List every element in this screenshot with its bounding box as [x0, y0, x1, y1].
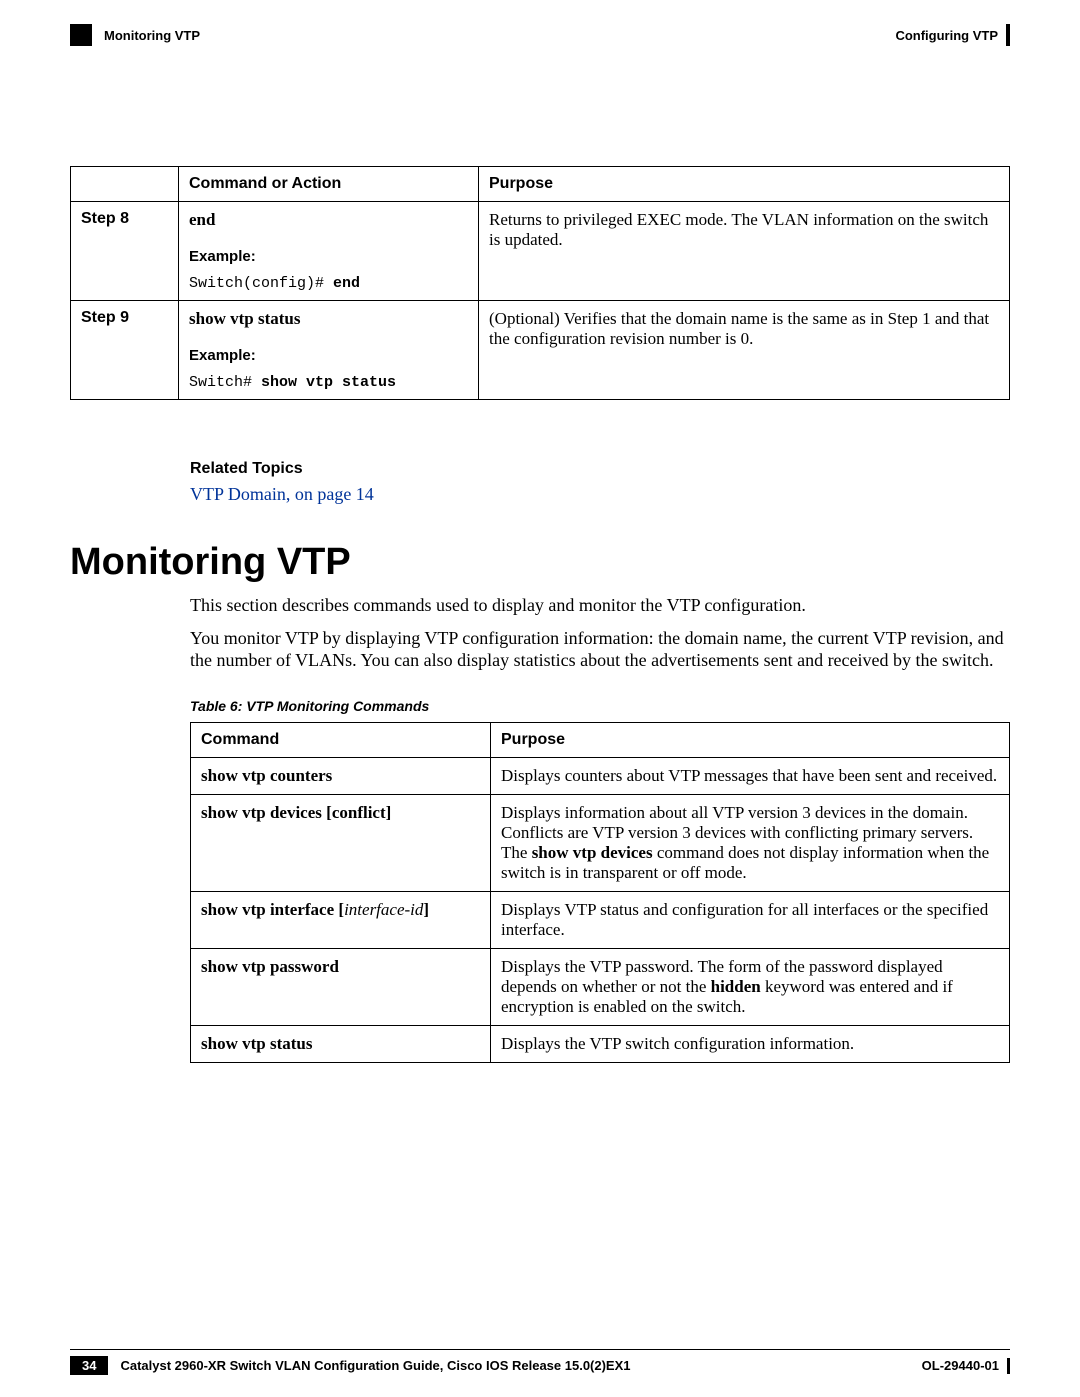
- section-body: This section describes commands used to …: [190, 594, 1010, 672]
- footer-bar-icon: [1007, 1358, 1010, 1374]
- purpose-cell: Displays counters about VTP messages tha…: [491, 757, 1010, 794]
- steps-table: Command or Action Purpose Step 8endExamp…: [70, 166, 1010, 400]
- steps-col-command: Command or Action: [179, 167, 479, 202]
- related-topics: Related Topics VTP Domain, on page 14: [190, 460, 1010, 505]
- header-bar-icon: [1006, 24, 1010, 46]
- table-row: show vtp statusDisplays the VTP switch c…: [191, 1025, 1010, 1062]
- steps-col-step: [71, 167, 179, 202]
- purpose-cell: Returns to privileged EXEC mode. The VLA…: [479, 202, 1010, 301]
- section-heading: Monitoring VTP: [70, 541, 1010, 584]
- command-cell: endExample:Switch(config)# end: [179, 202, 479, 301]
- related-topics-heading: Related Topics: [190, 460, 1010, 478]
- table-row: Step 8endExample:Switch(config)# endRetu…: [71, 202, 1010, 301]
- table-row: show vtp interface [interface-id]Display…: [191, 891, 1010, 948]
- header-marker-icon: [70, 24, 92, 46]
- purpose-cell: Displays VTP status and configuration fo…: [491, 891, 1010, 948]
- purpose-cell: (Optional) Verifies that the domain name…: [479, 301, 1010, 400]
- command-cell: show vtp status: [191, 1025, 491, 1062]
- related-topic-link[interactable]: VTP Domain, on page 14: [190, 484, 374, 505]
- step-cell: Step 8: [71, 202, 179, 301]
- command-cell: show vtp counters: [191, 757, 491, 794]
- page-number: 34: [70, 1356, 108, 1375]
- footer-guide-title: Catalyst 2960-XR Switch VLAN Configurati…: [120, 1358, 630, 1373]
- table-row: Step 9show vtp statusExample:Switch# sho…: [71, 301, 1010, 400]
- page-header: Monitoring VTP Configuring VTP: [70, 24, 1010, 46]
- command-cell: show vtp password: [191, 948, 491, 1025]
- monitor-col-command: Command: [191, 722, 491, 757]
- monitor-col-purpose: Purpose: [491, 722, 1010, 757]
- page-footer: 34 Catalyst 2960-XR Switch VLAN Configur…: [70, 1349, 1010, 1375]
- monitor-table: Command Purpose show vtp countersDisplay…: [190, 722, 1010, 1063]
- desc-paragraph: You monitor VTP by displaying VTP config…: [190, 627, 1010, 672]
- step-cell: Step 9: [71, 301, 179, 400]
- intro-paragraph: This section describes commands used to …: [190, 594, 1010, 617]
- command-cell: show vtp interface [interface-id]: [191, 891, 491, 948]
- command-cell: show vtp statusExample:Switch# show vtp …: [179, 301, 479, 400]
- steps-col-purpose: Purpose: [479, 167, 1010, 202]
- table-row: show vtp passwordDisplays the VTP passwo…: [191, 948, 1010, 1025]
- table-row: show vtp devices [conflict]Displays info…: [191, 794, 1010, 891]
- purpose-cell: Displays the VTP password. The form of t…: [491, 948, 1010, 1025]
- header-left-label: Monitoring VTP: [104, 28, 200, 43]
- purpose-cell: Displays information about all VTP versi…: [491, 794, 1010, 891]
- purpose-cell: Displays the VTP switch configuration in…: [491, 1025, 1010, 1062]
- monitor-table-caption: Table 6: VTP Monitoring Commands: [190, 698, 1010, 714]
- command-cell: show vtp devices [conflict]: [191, 794, 491, 891]
- header-right-label: Configuring VTP: [895, 28, 998, 43]
- table-row: show vtp countersDisplays counters about…: [191, 757, 1010, 794]
- footer-doc-id: OL-29440-01: [922, 1358, 999, 1373]
